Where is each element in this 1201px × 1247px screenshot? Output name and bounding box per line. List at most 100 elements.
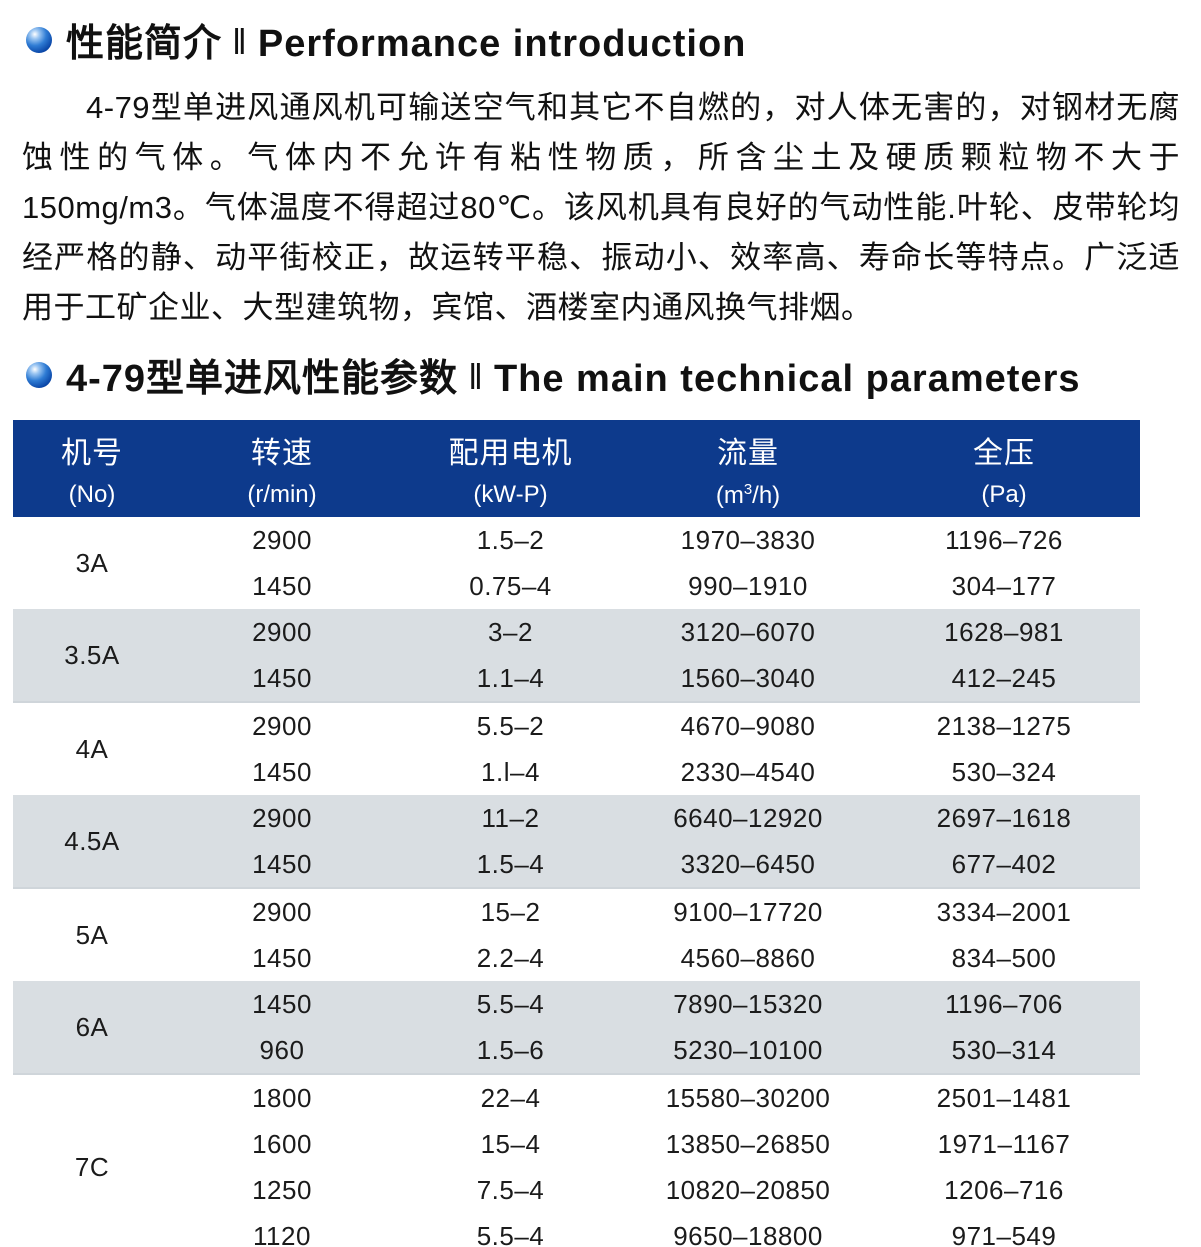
value-cell: 1450 — [171, 841, 393, 888]
section-title-en: The main technical parameters — [493, 358, 1081, 400]
section-heading-parameters: 4-79型单进风性能参数 ‖ The main technical paramete… — [26, 347, 1201, 402]
value-cell: 1800 — [171, 1073, 393, 1121]
table-header: 机号 (No) 转速 (r/min) 配用电机 (kW-P) 流量 (m3/h)… — [13, 420, 1140, 517]
section-title: 4-79型单进风性能参数 ‖ The main technical paramete… — [66, 347, 1081, 402]
parameters-table: 机号 (No) 转速 (r/min) 配用电机 (kW-P) 流量 (m3/h)… — [13, 420, 1140, 1247]
value-cell: 2501–1481 — [868, 1073, 1140, 1121]
value-cell: 1206–716 — [868, 1167, 1140, 1213]
section-title-zh: 4-79型单进风性能参数 — [66, 358, 459, 400]
value-cell: 530–314 — [868, 1027, 1140, 1074]
blue-sphere-bullet-icon — [26, 26, 52, 53]
value-cell: 1600 — [171, 1121, 393, 1167]
value-cell: 2330–4540 — [628, 749, 868, 795]
value-cell: 11–2 — [393, 795, 628, 841]
value-cell: 1.5–6 — [393, 1027, 628, 1074]
value-cell: 2900 — [171, 795, 393, 841]
value-cell: 1450 — [171, 563, 393, 609]
value-cell: 1.1–4 — [393, 655, 628, 702]
value-cell: 971–549 — [868, 1213, 1140, 1247]
section-title: 性能简介 ‖ Performance introduction — [66, 12, 746, 67]
value-cell: 1628–981 — [868, 609, 1140, 655]
value-cell: 22–4 — [393, 1073, 628, 1121]
value-cell: 2900 — [171, 609, 393, 655]
table-row: 1600 15–4 13850–26850 1971–1167 — [13, 1121, 1140, 1167]
value-cell: 412–245 — [868, 655, 1140, 702]
value-cell: 1971–1167 — [868, 1121, 1140, 1167]
value-cell: 1.l–4 — [393, 749, 628, 795]
value-cell: 3120–6070 — [628, 609, 868, 655]
value-cell: 1560–3040 — [628, 655, 868, 702]
value-cell: 1450 — [171, 935, 393, 981]
value-cell: 7.5–4 — [393, 1167, 628, 1213]
table-row: 4.5A 2900 11–2 6640–12920 2697–1618 — [13, 795, 1140, 888]
title-separator: ‖ — [232, 21, 248, 62]
value-cell: 0.75–4 — [393, 563, 628, 609]
table-row: 1450 2.2–4 4560–8860 834–500 — [13, 935, 1140, 981]
header-flow: 流量 (m3/h) — [628, 420, 868, 517]
value-cell: 10820–20850 — [628, 1167, 868, 1213]
table-row: 1450 1.l–4 2330–4540 530–324 — [13, 749, 1140, 795]
value-cell: 2900 — [171, 887, 393, 935]
header-motor: 配用电机 (kW-P) — [393, 420, 628, 517]
value-cell: 1196–726 — [868, 517, 1140, 563]
model-no-cell: 4A — [13, 701, 171, 795]
value-cell: 2138–1275 — [868, 701, 1140, 749]
value-cell: 5.5–2 — [393, 701, 628, 749]
value-cell: 5230–10100 — [628, 1027, 868, 1074]
value-cell: 13850–26850 — [628, 1121, 868, 1167]
value-cell: 4670–9080 — [628, 701, 868, 749]
value-cell: 3320–6450 — [628, 841, 868, 888]
value-cell: 1.5–2 — [393, 517, 628, 563]
table-row: 960 1.5–6 5230–10100 530–314 — [13, 1027, 1140, 1074]
value-cell: 15–2 — [393, 887, 628, 935]
value-cell: 2.2–4 — [393, 935, 628, 981]
value-cell: 5.5–4 — [393, 1213, 628, 1247]
value-cell: 1450 — [171, 749, 393, 795]
value-cell: 2900 — [171, 517, 393, 563]
model-no-cell: 3A — [13, 517, 171, 609]
model-no-cell: 7C — [13, 1073, 171, 1247]
model-no-cell: 4.5A — [13, 795, 171, 888]
model-no-cell: 5A — [13, 887, 171, 981]
value-cell: 1196–706 — [868, 981, 1140, 1027]
value-cell: 15580–30200 — [628, 1073, 868, 1121]
section-title-en: Performance introduction — [257, 23, 747, 65]
header-model-no: 机号 (No) — [13, 420, 171, 517]
value-cell: 2697–1618 — [868, 795, 1140, 841]
value-cell: 2900 — [171, 701, 393, 749]
value-cell: 3–2 — [393, 609, 628, 655]
table-row: 1250 7.5–4 10820–20850 1206–716 — [13, 1167, 1140, 1213]
value-cell: 9100–17720 — [628, 887, 868, 935]
value-cell: 990–1910 — [628, 563, 868, 609]
value-cell: 304–177 — [868, 563, 1140, 609]
value-cell: 677–402 — [868, 841, 1140, 888]
title-separator: ‖ — [468, 356, 484, 397]
value-cell: 9650–18800 — [628, 1213, 868, 1247]
table-row: 1120 5.5–4 9650–18800 971–549 — [13, 1213, 1140, 1247]
value-cell: 1450 — [171, 981, 393, 1027]
value-cell: 530–324 — [868, 749, 1140, 795]
value-cell: 1120 — [171, 1213, 393, 1247]
value-cell: 1450 — [171, 655, 393, 702]
model-no-cell: 3.5A — [13, 609, 171, 702]
value-cell: 1970–3830 — [628, 517, 868, 563]
value-cell: 1.5–4 — [393, 841, 628, 888]
table-row: 1450 1.5–4 3320–6450 677–402 — [13, 841, 1140, 888]
model-no-cell: 6A — [13, 981, 171, 1074]
header-speed: 转速 (r/min) — [171, 420, 393, 517]
table-row: 1450 0.75–4 990–1910 304–177 — [13, 563, 1140, 609]
intro-paragraph: 4-79型单进风通风机可输送空气和其它不自燃的，对人体无害的，对钢材无腐蚀性的气… — [22, 90, 1180, 325]
table-row: 4A 2900 5.5–2 4670–9080 2138–1275 — [13, 701, 1140, 795]
value-cell: 4560–8860 — [628, 935, 868, 981]
section-title-zh: 性能简介 — [66, 23, 223, 65]
header-pressure: 全压 (Pa) — [868, 420, 1140, 517]
table-row: 7C 1800 22–4 15580–30200 2501–1481 — [13, 1073, 1140, 1247]
table-row: 6A 1450 5.5–4 7890–15320 1196–706 — [13, 981, 1140, 1074]
table-row: 3A 2900 1.5–2 1970–3830 1196–726 — [13, 517, 1140, 609]
value-cell: 15–4 — [393, 1121, 628, 1167]
value-cell: 7890–15320 — [628, 981, 868, 1027]
value-cell: 834–500 — [868, 935, 1140, 981]
table-row: 5A 2900 15–2 9100–17720 3334–2001 — [13, 887, 1140, 981]
value-cell: 1250 — [171, 1167, 393, 1213]
